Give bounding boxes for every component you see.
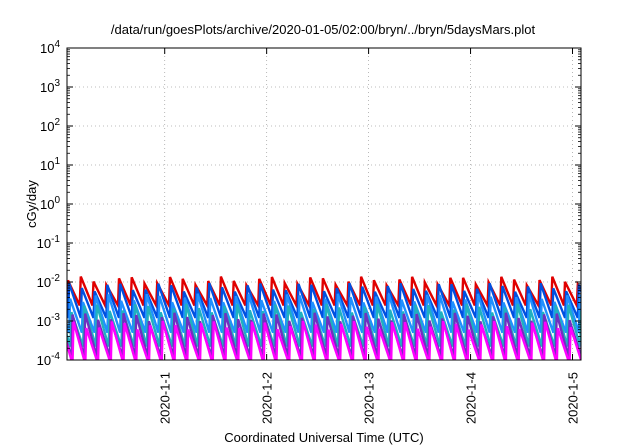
- y-tick-label: 104: [40, 39, 60, 56]
- y-tick-base: 10: [37, 236, 51, 251]
- y-tick-base: 10: [40, 197, 54, 212]
- y-tick-label: 101: [40, 156, 60, 173]
- y-tick-label: 103: [40, 78, 60, 95]
- y-tick-exponent: 0: [54, 195, 60, 206]
- x-tick-label: 2020-1-3: [362, 372, 377, 424]
- y-tick-base: 10: [40, 158, 54, 173]
- y-tick-exponent: -3: [51, 312, 60, 323]
- y-tick-label: 100: [40, 195, 60, 212]
- series-group: [67, 276, 581, 360]
- y-tick-label: 10-3: [37, 312, 61, 329]
- y-tick-label: 10-1: [37, 234, 61, 251]
- series-layer: [67, 276, 581, 360]
- y-tick-exponent: 4: [54, 39, 60, 50]
- series-line-2: [67, 282, 581, 319]
- y-tick-label: 10-4: [37, 351, 61, 368]
- chart-title: /data/run/goesPlots/archive/2020-01-05/0…: [111, 22, 536, 37]
- x-tick-label: 2020-1-1: [158, 372, 173, 424]
- y-tick-label: 102: [40, 117, 60, 134]
- y-tick-exponent: -4: [51, 351, 60, 362]
- y-tick-base: 10: [37, 353, 51, 368]
- y-tick-exponent: 2: [54, 117, 60, 128]
- y-tick-base: 10: [40, 119, 54, 134]
- series-line-1: [67, 276, 581, 311]
- y-tick-base: 10: [40, 41, 54, 56]
- y-tick-base: 10: [37, 275, 51, 290]
- series-line-3: [67, 293, 581, 334]
- y-tick-label: 10-2: [37, 273, 61, 290]
- y-tick-exponent: -2: [51, 273, 60, 284]
- y-tick-exponent: 3: [54, 78, 60, 89]
- y-tick-exponent: -1: [51, 234, 60, 245]
- y-tick-exponent: 1: [54, 156, 60, 167]
- x-tick-label: 2020-1-4: [464, 372, 479, 424]
- y-tick-base: 10: [40, 80, 54, 95]
- x-tick-label: 2020-1-5: [566, 372, 581, 424]
- y-axis-label: cGy/day: [24, 180, 39, 228]
- x-tick-label: 2020-1-2: [260, 372, 275, 424]
- y-tick-base: 10: [37, 314, 51, 329]
- x-axis-label: Coordinated Universal Time (UTC): [224, 430, 423, 445]
